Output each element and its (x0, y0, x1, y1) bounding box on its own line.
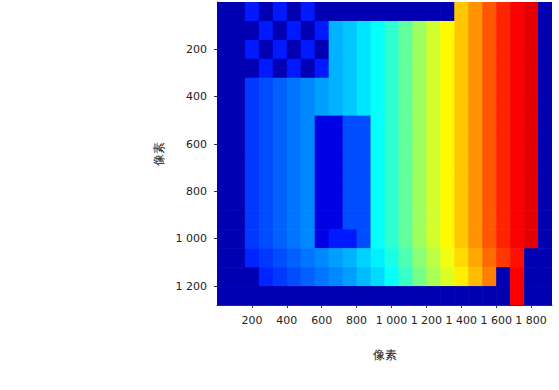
svg-text:200: 200 (186, 43, 207, 56)
svg-text:1 200: 1 200 (176, 280, 208, 293)
svg-text:400: 400 (276, 314, 297, 327)
svg-text:像素: 像素 (152, 142, 166, 166)
svg-text:800: 800 (186, 185, 207, 198)
svg-text:600: 600 (186, 138, 207, 151)
svg-text:1 600: 1 600 (480, 314, 512, 327)
svg-text:600: 600 (311, 314, 332, 327)
svg-text:1 000: 1 000 (376, 314, 408, 327)
svg-text:1 400: 1 400 (446, 314, 478, 327)
svg-text:200: 200 (241, 314, 262, 327)
svg-text:1 800: 1 800 (515, 314, 547, 327)
svg-text:1 000: 1 000 (176, 232, 208, 245)
svg-text:像素: 像素 (373, 348, 397, 362)
svg-text:1 200: 1 200 (411, 314, 443, 327)
svg-text:400: 400 (186, 90, 207, 103)
svg-text:800: 800 (346, 314, 367, 327)
